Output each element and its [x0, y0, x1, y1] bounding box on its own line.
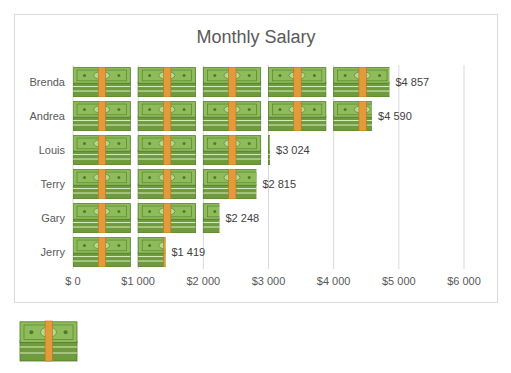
svg-text:Andrea: Andrea	[30, 110, 66, 122]
html-text:Monthly Salary: Monthly Salary	[196, 27, 316, 47]
svg-text:$4 590: $4 590	[378, 110, 412, 122]
svg-text:$2 000: $2 000	[187, 275, 221, 287]
svg-text:$1 000: $1 000	[121, 275, 155, 287]
svg-text:$2 248: $2 248	[225, 212, 259, 224]
svg-text:Louis: Louis	[39, 144, 66, 156]
svg-text:$4 857: $4 857	[396, 76, 430, 88]
svg-text:Gary: Gary	[41, 212, 65, 224]
svg-text:$1 419: $1 419	[171, 246, 205, 258]
svg-text:$3 024: $3 024	[276, 144, 310, 156]
svg-text:$3 000: $3 000	[252, 275, 286, 287]
svg-text:$5 000: $5 000	[382, 275, 416, 287]
svg-text:Terry: Terry	[41, 178, 66, 190]
svg-text:Jerry: Jerry	[41, 246, 66, 258]
svg-text:Brenda: Brenda	[30, 76, 66, 88]
svg-text:$ 0: $ 0	[65, 275, 80, 287]
svg-text:$4 000: $4 000	[317, 275, 351, 287]
svg-text:$6 000: $6 000	[447, 275, 481, 287]
svg-text:$2 815: $2 815	[262, 178, 296, 190]
